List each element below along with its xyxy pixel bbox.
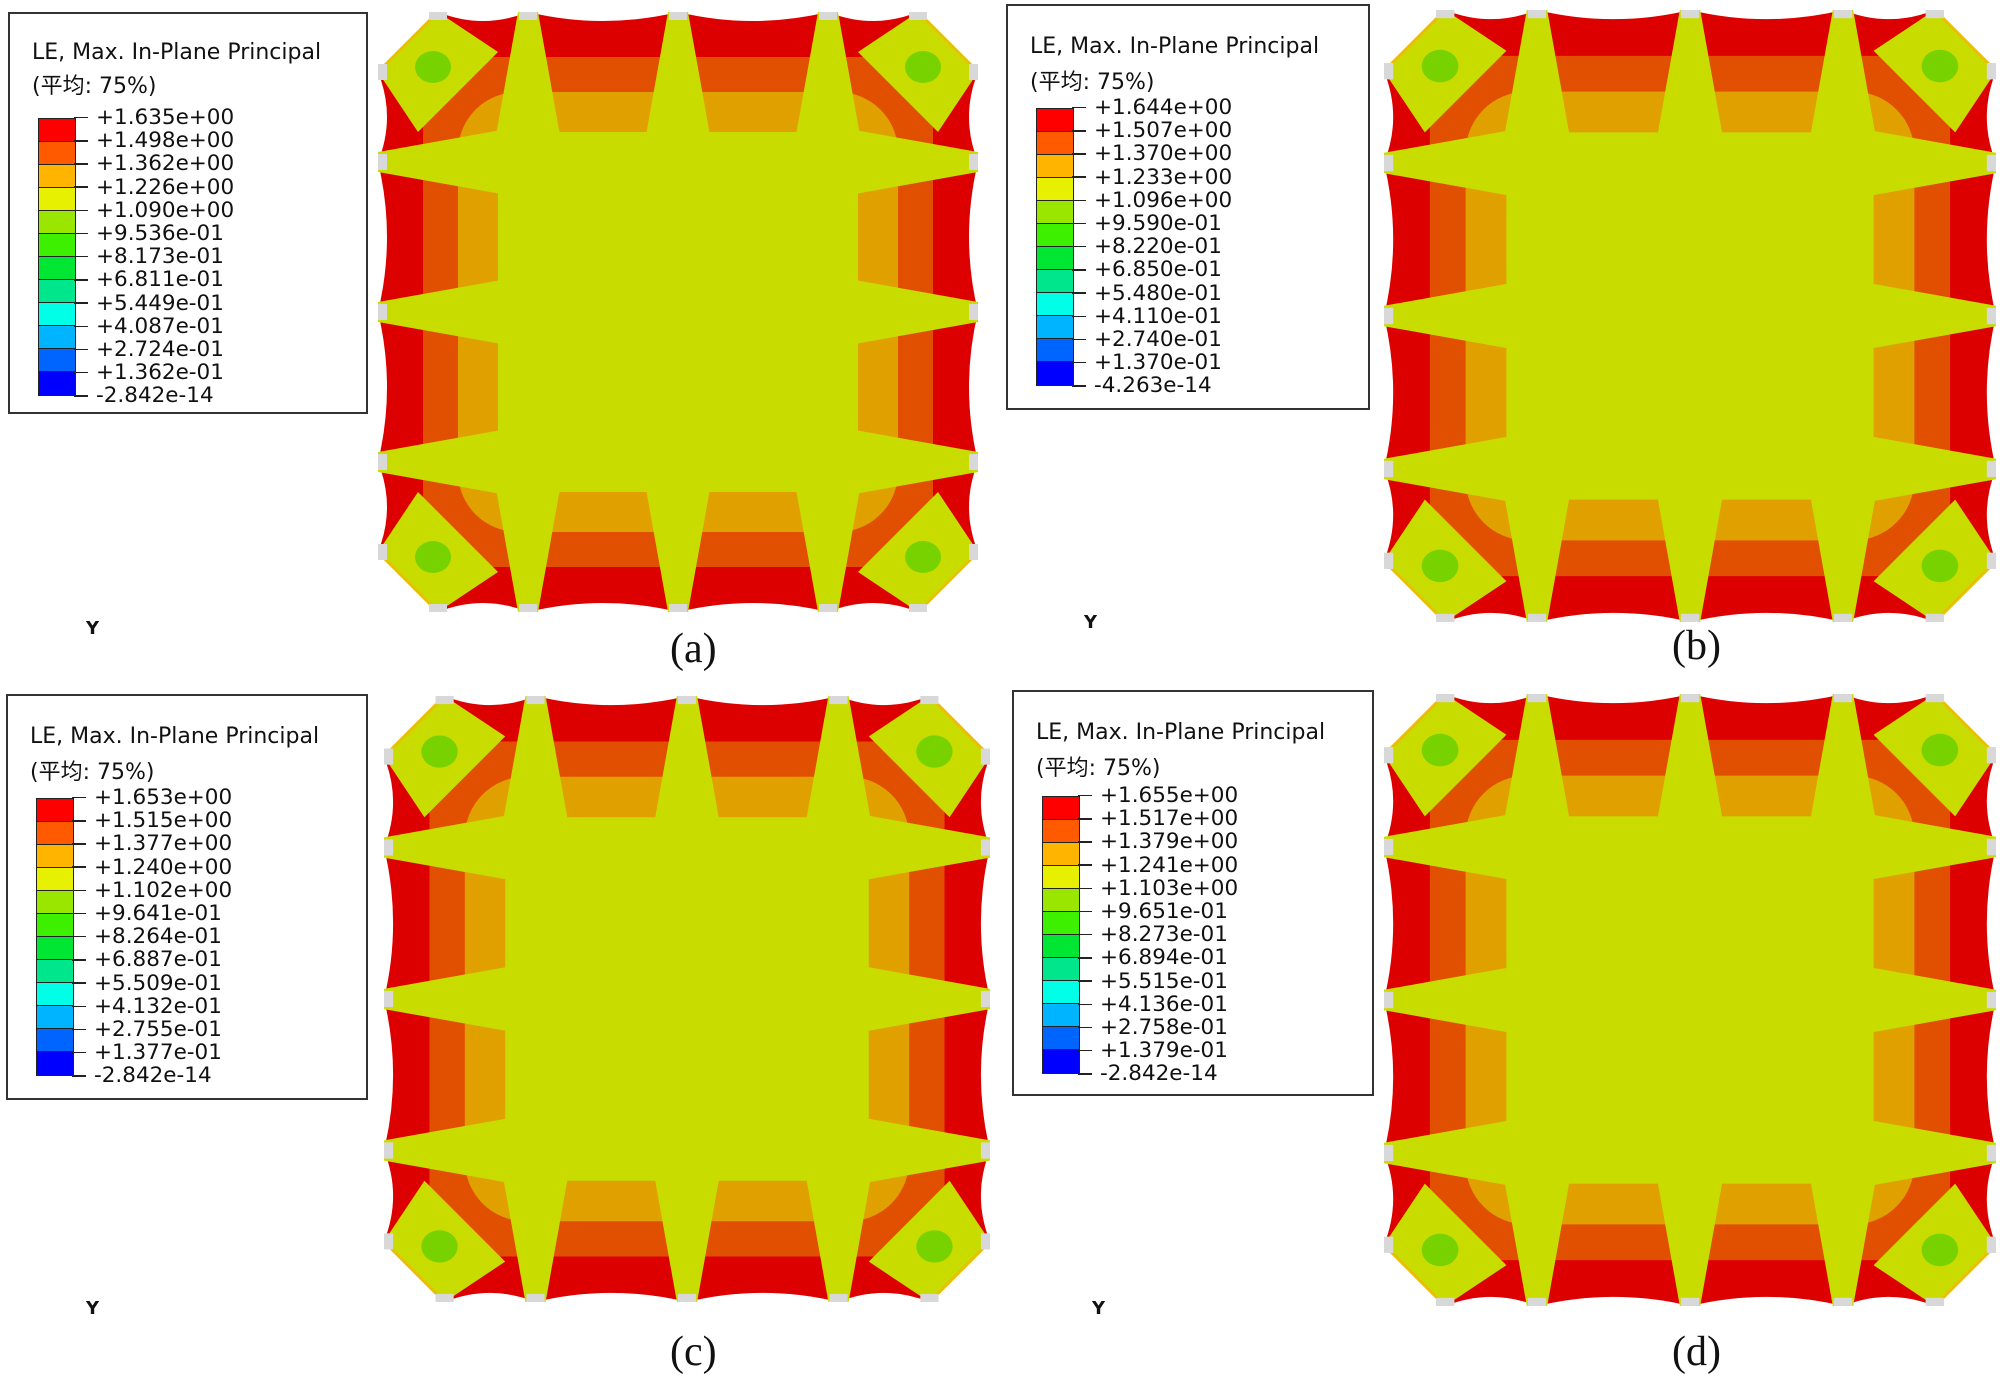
panel-caption: (b) bbox=[1672, 623, 1721, 669]
panel-caption: (a) bbox=[670, 626, 717, 672]
legend-tick: +9.651e-01 bbox=[1078, 899, 1238, 924]
panel-c: LE, Max. In-Plane Principal (平均: 75%) +1… bbox=[0, 0, 1000, 1384]
legend-tick: +8.273e-01 bbox=[1078, 922, 1238, 947]
panel-b: LE, Max. In-Plane Principal (平均: 75%) +1… bbox=[0, 0, 2000, 690]
legend-tick: +8.173e-01 bbox=[74, 244, 234, 269]
legend-tick: +2.724e-01 bbox=[74, 337, 234, 362]
panel-caption: (c) bbox=[670, 1329, 717, 1375]
legend-tick: +6.894e-01 bbox=[1078, 945, 1238, 970]
colorbar bbox=[1042, 796, 1080, 1074]
legend-tick: +1.653e+00 bbox=[72, 785, 232, 810]
legend-tick: +9.641e-01 bbox=[72, 901, 232, 926]
legend-tick: +5.515e-01 bbox=[1078, 969, 1238, 994]
contour-svg bbox=[1384, 694, 1996, 1306]
legend-tick: +1.226e+00 bbox=[74, 175, 234, 200]
legend-title: LE, Max. In-Plane Principal bbox=[1036, 720, 1326, 745]
legend-tick: +6.850e-01 bbox=[1072, 257, 1232, 282]
legend-tick: +1.507e+00 bbox=[1072, 118, 1232, 143]
legend-tick: +1.498e+00 bbox=[74, 128, 234, 153]
axis-label-y: Y bbox=[86, 618, 100, 639]
legend-subtitle: (平均: 75%) bbox=[1030, 70, 1155, 95]
legend-tick: -4.263e-14 bbox=[1072, 373, 1232, 398]
legend-tick: +1.362e-01 bbox=[74, 360, 234, 385]
legend-tick: +6.887e-01 bbox=[72, 947, 232, 972]
contour-svg bbox=[384, 696, 990, 1302]
legend-tick: +1.370e+00 bbox=[1072, 141, 1232, 166]
legend-tick: +1.241e+00 bbox=[1078, 853, 1238, 878]
axis-label-y: Y bbox=[1092, 1298, 1106, 1319]
colorbar bbox=[38, 118, 76, 396]
contour-svg bbox=[378, 12, 978, 612]
legend-d: LE, Max. In-Plane Principal (平均: 75%) +1… bbox=[1012, 690, 1374, 1096]
legend-tick: +8.264e-01 bbox=[72, 924, 232, 949]
legend-tick: +1.655e+00 bbox=[1078, 783, 1238, 808]
legend-tick: +6.811e-01 bbox=[74, 267, 234, 292]
axis-label-y: Y bbox=[86, 1298, 100, 1319]
legend-tick: +4.110e-01 bbox=[1072, 304, 1232, 329]
legend-tick: +1.644e+00 bbox=[1072, 95, 1232, 120]
legend-tick: +1.379e-01 bbox=[1078, 1038, 1238, 1063]
contour-svg bbox=[1384, 10, 1996, 622]
legend-tick: +9.536e-01 bbox=[74, 221, 234, 246]
legend-tick: +1.517e+00 bbox=[1078, 806, 1238, 831]
legend-a: LE, Max. In-Plane Principal (平均: 75%) +1… bbox=[8, 12, 368, 414]
panel-caption: (d) bbox=[1672, 1329, 1721, 1375]
legend-title: LE, Max. In-Plane Principal bbox=[32, 40, 322, 65]
legend-tick: +5.480e-01 bbox=[1072, 281, 1232, 306]
legend-tick: +4.132e-01 bbox=[72, 994, 232, 1019]
legend-tick: +1.370e-01 bbox=[1072, 350, 1232, 375]
legend-tick: -2.842e-14 bbox=[1078, 1061, 1238, 1086]
legend-tick: +1.377e+00 bbox=[72, 831, 232, 856]
legend-tick: +5.449e-01 bbox=[74, 291, 234, 316]
legend-ticks: +1.644e+00 +1.507e+00 +1.370e+00 +1.233e… bbox=[1072, 95, 1232, 398]
legend-tick: +2.740e-01 bbox=[1072, 327, 1232, 352]
legend-tick: -2.842e-14 bbox=[74, 383, 234, 408]
legend-tick: -2.842e-14 bbox=[72, 1063, 232, 1088]
legend-tick: +1.635e+00 bbox=[74, 105, 234, 130]
legend-subtitle: (平均: 75%) bbox=[1036, 756, 1161, 781]
legend-tick: +5.509e-01 bbox=[72, 971, 232, 996]
legend-tick: +4.136e-01 bbox=[1078, 992, 1238, 1017]
legend-ticks: +1.635e+00 +1.498e+00 +1.362e+00 +1.226e… bbox=[74, 105, 234, 408]
legend-tick: +1.233e+00 bbox=[1072, 165, 1232, 190]
panel-a: LE, Max. In-Plane Principal (平均: 75%) +1… bbox=[0, 0, 1000, 690]
legend-tick: +9.590e-01 bbox=[1072, 211, 1232, 236]
colorbar bbox=[1036, 108, 1074, 386]
legend-tick: +1.103e+00 bbox=[1078, 876, 1238, 901]
legend-subtitle: (平均: 75%) bbox=[32, 74, 157, 99]
legend-tick: +2.758e-01 bbox=[1078, 1015, 1238, 1040]
legend-tick: +1.515e+00 bbox=[72, 808, 232, 833]
legend-c: LE, Max. In-Plane Principal (平均: 75%) +1… bbox=[6, 694, 368, 1100]
axis-label-y: Y bbox=[1084, 612, 1098, 633]
legend-title: LE, Max. In-Plane Principal bbox=[1030, 34, 1320, 59]
legend-tick: +2.755e-01 bbox=[72, 1017, 232, 1042]
legend-tick: +1.379e+00 bbox=[1078, 829, 1238, 854]
legend-ticks: +1.655e+00 +1.517e+00 +1.379e+00 +1.241e… bbox=[1078, 783, 1238, 1086]
legend-tick: +4.087e-01 bbox=[74, 314, 234, 339]
legend-subtitle: (平均: 75%) bbox=[30, 760, 155, 785]
legend-title: LE, Max. In-Plane Principal bbox=[30, 724, 320, 749]
legend-tick: +8.220e-01 bbox=[1072, 234, 1232, 259]
legend-tick: +1.240e+00 bbox=[72, 855, 232, 880]
legend-tick: +1.090e+00 bbox=[74, 198, 234, 223]
legend-b: LE, Max. In-Plane Principal (平均: 75%) +1… bbox=[1006, 4, 1370, 410]
legend-tick: +1.377e-01 bbox=[72, 1040, 232, 1065]
legend-tick: +1.362e+00 bbox=[74, 151, 234, 176]
legend-tick: +1.096e+00 bbox=[1072, 188, 1232, 213]
legend-tick: +1.102e+00 bbox=[72, 878, 232, 903]
legend-ticks: +1.653e+00 +1.515e+00 +1.377e+00 +1.240e… bbox=[72, 785, 232, 1088]
